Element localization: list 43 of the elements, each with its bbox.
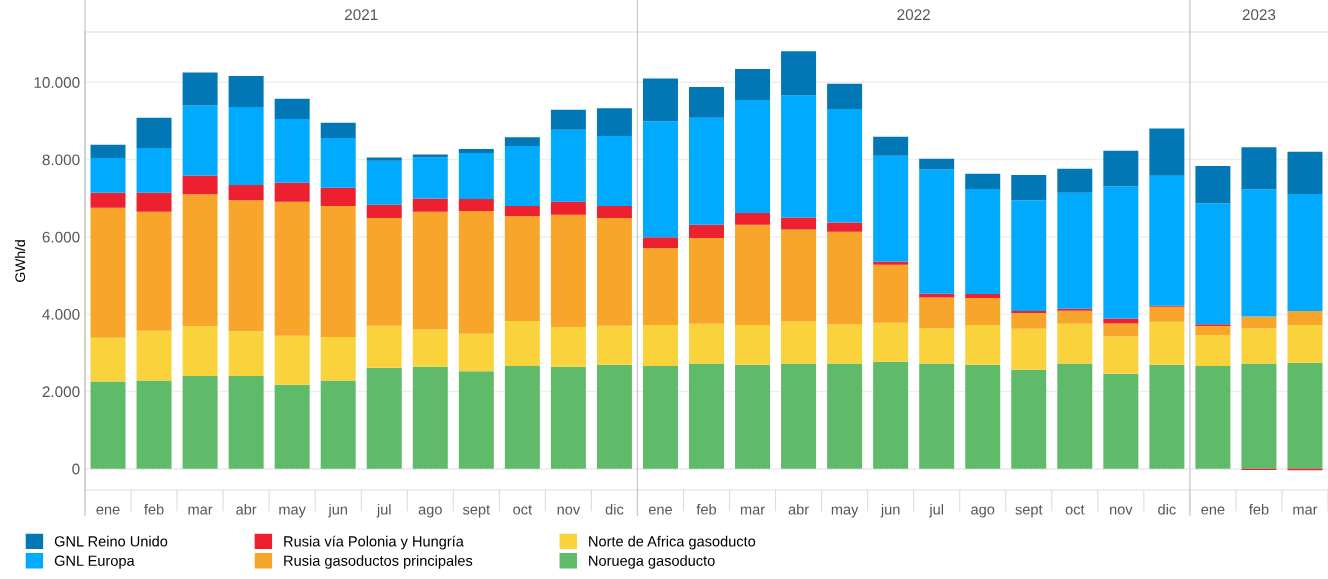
x-tick-label: may	[831, 506, 859, 518]
x-tick-label: ene	[96, 506, 120, 515]
y-tick-label: 8.000	[42, 154, 80, 166]
x-tick-label: ene	[648, 506, 672, 515]
x-tick-label: dic	[1158, 503, 1176, 515]
legend-label: GNL Reino Unido	[54, 535, 168, 547]
x-tick-label: jul	[376, 503, 391, 518]
x-tick-label: nov	[1110, 506, 1133, 515]
x-tick-label: abr	[236, 503, 257, 515]
text: 2023	[1242, 9, 1276, 21]
x-tick-label: ene	[1201, 506, 1225, 515]
legend-label: Rusia gasoductos principales	[284, 555, 473, 569]
x-tick-label: oct	[1065, 505, 1085, 515]
x-tick-label: jun	[328, 503, 347, 518]
x-tick-label: jul	[929, 503, 944, 518]
x-tick-label: may	[279, 506, 306, 518]
legend-label: Noruega gasoducto	[589, 555, 715, 569]
y-tick-label: 6.000	[42, 231, 80, 243]
y-axis-title: GWh/d	[14, 240, 26, 282]
x-tick-label: ago	[971, 506, 995, 518]
legend-label: GNL Europa	[54, 555, 135, 569]
text: 2022	[897, 9, 930, 21]
x-tick-label: abr	[788, 503, 809, 515]
x-tick-label: mar	[1293, 506, 1318, 515]
x-tick-label: sept	[1015, 505, 1043, 518]
x-tick-label: oct	[513, 505, 532, 515]
x-tick-label: nov	[557, 506, 581, 515]
x-tick-label: feb	[144, 503, 164, 515]
legend-label: Rusia vía Polonia y Hungría	[284, 535, 464, 550]
text: 2021	[345, 9, 378, 21]
legend-label: Norte de Africa gasoducto	[589, 535, 756, 550]
x-tick-label: feb	[1249, 503, 1269, 515]
x-tick-label: jun	[880, 503, 900, 518]
x-tick-label: feb	[696, 503, 717, 515]
x-tick-label: dic	[605, 503, 624, 515]
y-tick-label: 4.000	[42, 309, 80, 320]
y-tick-label: 2.000	[42, 386, 80, 398]
x-tick-label: mar	[740, 506, 765, 515]
x-tick-label: mar	[188, 506, 213, 515]
y-tick-label: 10.000	[34, 77, 80, 88]
y-tick-label: 0	[72, 463, 80, 475]
x-tick-label: sept	[462, 505, 490, 518]
x-tick-label: ago	[418, 506, 442, 518]
